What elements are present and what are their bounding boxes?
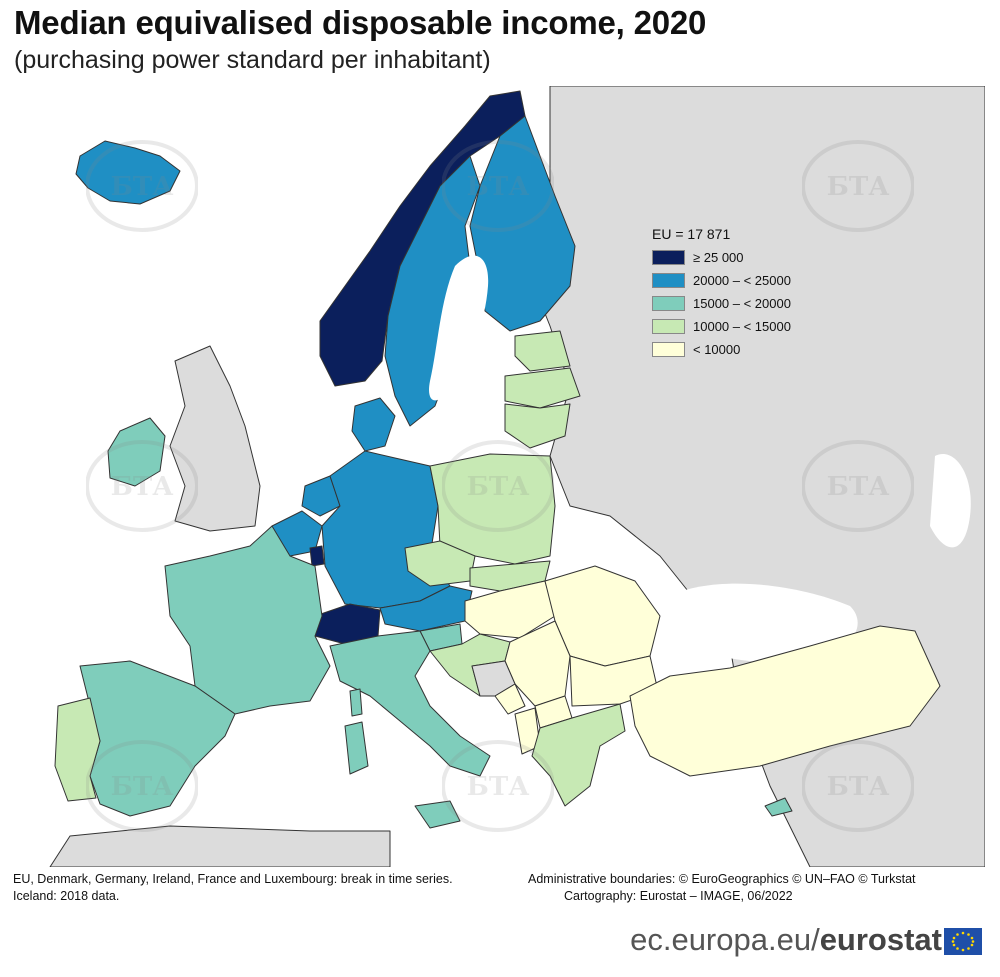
svg-text:БТА: БТА (111, 472, 174, 502)
country-montenegro (494, 683, 526, 715)
black-sea (670, 583, 858, 663)
country-portugal (54, 697, 101, 802)
svg-text:БТА: БТА (827, 472, 890, 502)
footnote-right: Administrative boundaries: © EuroGeograp… (528, 871, 916, 905)
bta-watermark-logo: БТА (802, 740, 914, 832)
svg-text:БТА: БТА (467, 472, 530, 502)
legend-item: 20000 – < 25000 (652, 269, 791, 292)
bta-watermark-logo: БТА (86, 140, 198, 232)
country-uk (169, 345, 261, 532)
country-greece (531, 703, 626, 807)
legend-label: 15000 – < 20000 (693, 296, 791, 311)
legend-swatch (652, 273, 685, 288)
country-poland (429, 453, 556, 565)
region-no-data-africa (49, 825, 391, 867)
brand-name: eurostat (819, 922, 942, 957)
eu-flag-icon (944, 928, 982, 955)
country-lithuania (504, 403, 571, 449)
country-iceland (75, 140, 181, 205)
legend-swatch (652, 296, 685, 311)
country-ireland (107, 417, 166, 487)
country-italy (329, 630, 491, 777)
caspian-sea (930, 454, 971, 548)
europe-map (10, 86, 985, 867)
bta-watermark-logo: БТА (802, 440, 914, 532)
legend-swatch (652, 319, 685, 334)
country-corsica (349, 688, 363, 717)
svg-text:БТА: БТА (111, 772, 174, 802)
bta-watermark-logo: БТА (86, 740, 198, 832)
legend-label: < 10000 (693, 342, 741, 357)
eu-flag-stars (951, 931, 975, 952)
svg-text:БТА: БТА (827, 172, 890, 202)
baltic-sea (429, 255, 489, 401)
country-denmark (351, 397, 396, 452)
legend-item: 10000 – < 15000 (652, 315, 791, 338)
bta-watermark-logo: БТА (442, 140, 554, 232)
map-title: Median equivalised disposable income, 20… (14, 4, 707, 41)
map-legend: EU = 17 871 ≥ 25 000 20000 – < 25000 150… (652, 226, 791, 361)
footnote-iceland: Iceland: 2018 data. (13, 889, 120, 903)
footnote-left: EU, Denmark, Germany, Ireland, France an… (13, 871, 463, 905)
country-hungary (464, 580, 556, 639)
country-france (164, 525, 331, 715)
country-netherlands (301, 475, 341, 517)
eurostat-brand: ec.europa.eu/eurostat (630, 922, 942, 958)
country-sicily (414, 800, 461, 829)
footnote-cartography: Cartography: Eurostat – IMAGE, 06/2022 (564, 889, 793, 903)
svg-text:БТА: БТА (827, 772, 890, 802)
svg-text:БТА: БТА (467, 172, 530, 202)
svg-text:БТА: БТА (111, 172, 174, 202)
map-subtitle: (purchasing power standard per inhabitan… (14, 46, 491, 74)
bta-watermark-logo: БТА (802, 140, 914, 232)
legend-item: 15000 – < 20000 (652, 292, 791, 315)
country-latvia (504, 367, 581, 409)
brand-prefix: ec.europa.eu/ (630, 922, 820, 957)
bta-watermark-logo: БТА (442, 740, 554, 832)
country-sardinia (344, 721, 369, 775)
legend-item: ≥ 25 000 (652, 246, 791, 269)
country-turkey (629, 625, 941, 777)
legend-swatch (652, 250, 685, 265)
svg-text:БТА: БТА (467, 772, 530, 802)
legend-label: ≥ 25 000 (693, 250, 744, 265)
bta-watermark-logo: БТА (86, 440, 198, 532)
legend-swatch (652, 342, 685, 357)
legend-item: < 10000 (652, 338, 791, 361)
footnote-boundaries: Administrative boundaries: © EuroGeograp… (528, 872, 916, 886)
legend-eu-value: EU = 17 871 (652, 226, 731, 242)
country-luxembourg (309, 545, 325, 567)
country-cyprus (764, 797, 793, 817)
legend-label: 20000 – < 25000 (693, 273, 791, 288)
footnote-break-series: EU, Denmark, Germany, Ireland, France an… (13, 872, 453, 886)
country-estonia (514, 330, 571, 372)
bta-watermark-logo: БТА (442, 440, 554, 532)
legend-label: 10000 – < 15000 (693, 319, 791, 334)
